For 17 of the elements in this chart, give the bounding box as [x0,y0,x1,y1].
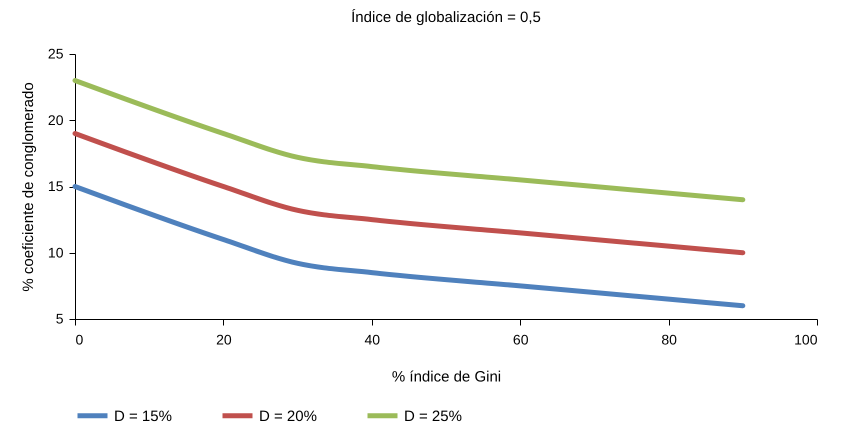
x-tick-label: 20 [216,332,232,348]
y-axis-title: % coeficiente de conglomerado [20,82,37,292]
x-tick-label: 40 [364,332,380,348]
legend-label: D = 25% [404,408,462,425]
legend-label: D = 15% [114,408,172,425]
y-tick-label: 5 [56,310,64,326]
legend-label: D = 20% [259,408,317,425]
x-tick-label: 100 [794,332,818,348]
y-tick-label: 20 [48,112,64,128]
chart-title: Índice de globalización = 0,5 [351,8,541,26]
y-tick-label: 15 [48,178,64,194]
x-tick-label: 0 [76,332,84,348]
x-tick-label: 80 [661,332,678,348]
y-tick-label: 25 [48,46,64,62]
x-axis-title: % índice de Gini [392,368,502,386]
y-tick-label: 10 [48,244,64,260]
x-tick-label: 60 [512,332,529,348]
